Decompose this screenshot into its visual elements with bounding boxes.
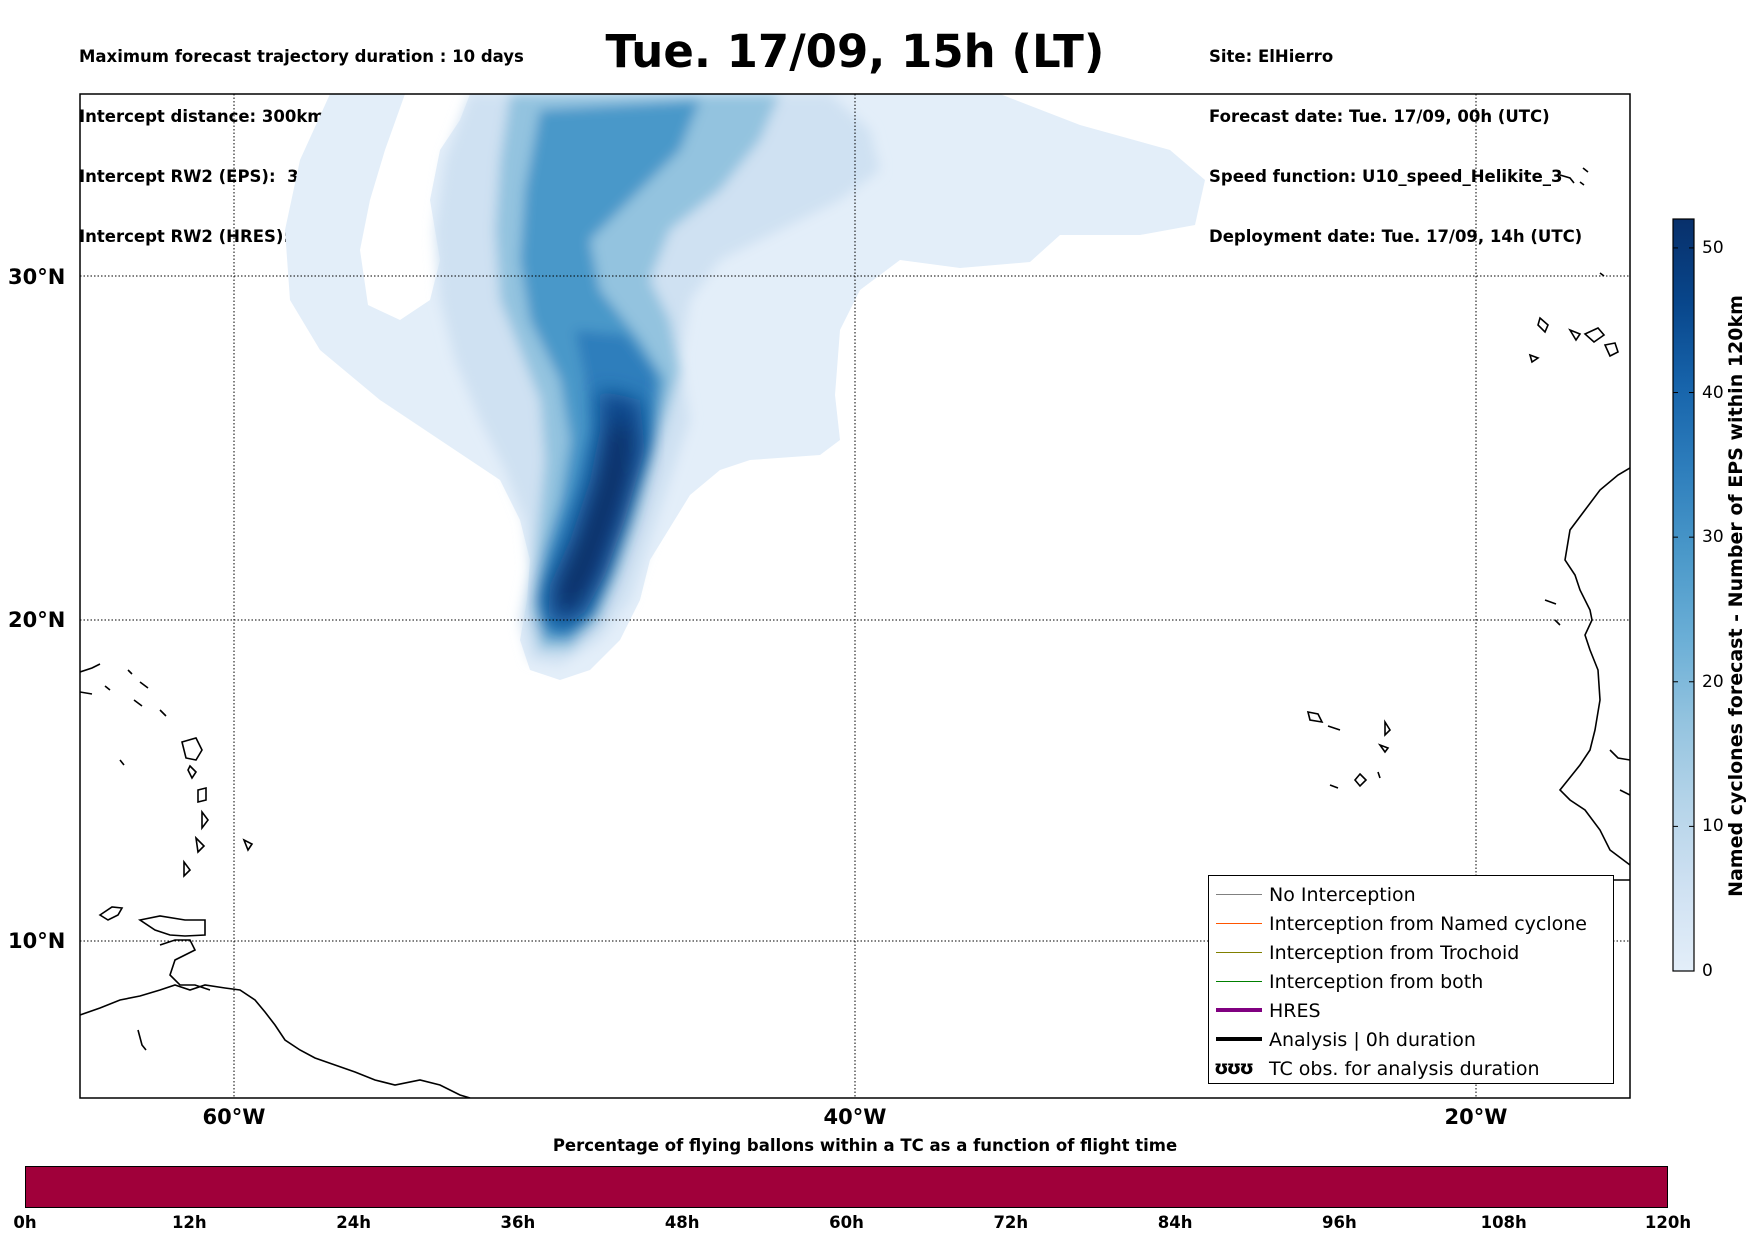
colorbar-tick-label: 0 [1702, 961, 1713, 981]
info-line: Forecast date: Tue. 17/09, 00h (UTC) [1209, 107, 1550, 126]
coast-canaries [1528, 316, 1619, 364]
colorbar-tick-label: 10 [1702, 816, 1724, 836]
density-gap [360, 94, 470, 320]
legend-item-tc-obs: ʊʊʊ TC obs. for analysis duration [1209, 1055, 1613, 1084]
map-frame [79, 93, 1631, 1099]
timebar-tick-label: 108h [1480, 1213, 1527, 1232]
coast-lesser-antilles [104, 669, 254, 878]
legend-item-both: Interception from both [1209, 968, 1613, 997]
lat-label: 30°N [8, 265, 66, 289]
legend-item-no-interception: No Interception [1209, 881, 1613, 910]
timebar-tick-label: 36h [500, 1213, 536, 1232]
legend-line-sample [1216, 952, 1262, 953]
lat-label: 20°N [8, 608, 66, 632]
param-line: Intercept distance: 300km [79, 107, 325, 126]
forecast-info: Site: ElHierro Forecast date: Tue. 17/09… [1209, 7, 1582, 267]
legend-line-sample [1216, 981, 1262, 982]
lon-label: 40°W [823, 1105, 887, 1129]
coast-trinidad-area [98, 906, 206, 1051]
coast-africa-south [1544, 599, 1630, 881]
timebar-tick-label: 72h [993, 1213, 1029, 1232]
timebar-title: Percentage of flying ballons within a TC… [552, 1136, 1178, 1155]
info-line: Speed function: U10_speed_Helikite_3 [1209, 167, 1563, 186]
colorbar-tick-label: 50 [1702, 238, 1724, 258]
coast-south-america [80, 984, 471, 1098]
timebar-tick-label: 24h [336, 1213, 371, 1232]
colorbar-tick-label: 40 [1702, 383, 1724, 403]
legend-label: Analysis | 0h duration [1269, 1029, 1476, 1051]
coast-puerto-rico-area [80, 663, 101, 695]
info-line: Deployment date: Tue. 17/09, 14h (UTC) [1209, 227, 1583, 246]
legend-label: No Interception [1269, 884, 1416, 906]
coast-venezuela-lake [159, 939, 211, 991]
timebar-tick-label: 48h [664, 1213, 700, 1232]
legend-item-hres: HRES [1209, 997, 1613, 1026]
legend-item-analysis: Analysis | 0h duration [1209, 1026, 1613, 1055]
colorbar-title: Named cyclones forecast - Number of EPS … [1725, 295, 1747, 897]
legend-line-sample [1216, 1008, 1262, 1012]
density-band [556, 420, 632, 612]
timebar-tick-label: 0h [13, 1213, 37, 1232]
coast-cape-verde [1306, 710, 1392, 789]
colorbar-tick-marks [1673, 247, 1694, 972]
timebar-tick-label: 60h [829, 1213, 864, 1232]
legend-label: Interception from Trochoid [1269, 942, 1520, 964]
coast-africa-west [1558, 467, 1630, 866]
lon-label: 20°W [1444, 1105, 1508, 1129]
timebar-fill [25, 1166, 1668, 1208]
legend-item-trochoid: Interception from Trochoid [1209, 939, 1613, 968]
cyclone-density-field [285, 94, 1205, 680]
coastlines [80, 167, 1630, 1098]
tc-symbol-icon: ʊʊʊ [1214, 1057, 1254, 1079]
lat-label: 10°N [8, 929, 66, 953]
legend-line-sample [1216, 923, 1262, 924]
coast-madeira [1559, 167, 1605, 277]
timebar-tick-label: 12h [171, 1213, 207, 1232]
colorbar-tick-label: 20 [1702, 672, 1724, 692]
legend-label: HRES [1269, 1000, 1321, 1022]
timebar-tick-label: 84h [1157, 1213, 1193, 1232]
lon-label: 60°W [202, 1105, 266, 1129]
page-title: Tue. 17/09, 15h (LT) [605, 25, 1105, 78]
param-line: Maximum forecast trajectory duration : 1… [79, 47, 524, 66]
legend-line-sample [1216, 894, 1262, 895]
colorbar-tick-label: 30 [1702, 527, 1724, 547]
legend-label: Interception from Named cyclone [1269, 913, 1587, 935]
info-line: Site: ElHierro [1209, 47, 1334, 66]
map-legend: No Interception Interception from Named … [1208, 875, 1614, 1084]
timebar-tick-label: 96h [1322, 1213, 1357, 1232]
legend-label: Interception from both [1269, 971, 1484, 993]
legend-item-named-cyclone: Interception from Named cyclone [1209, 910, 1613, 939]
legend-label: TC obs. for analysis duration [1269, 1058, 1540, 1080]
colorbar-scale [1672, 218, 1695, 972]
legend-line-sample [1216, 1037, 1262, 1041]
timebar-tick-label: 120h [1644, 1213, 1692, 1232]
